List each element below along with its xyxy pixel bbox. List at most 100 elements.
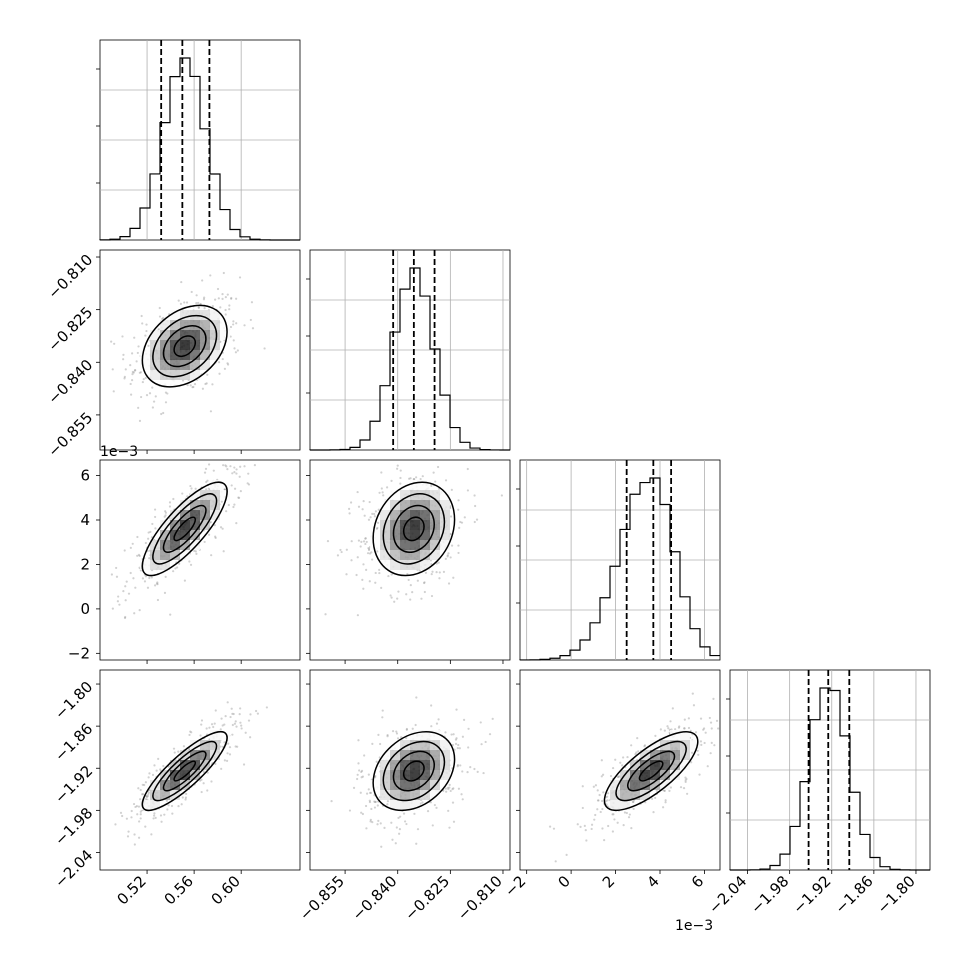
sample-point xyxy=(116,600,119,603)
density-cell xyxy=(430,520,440,530)
sample-point xyxy=(156,581,159,584)
sample-point xyxy=(217,297,220,300)
x-tick-label: −1.80 xyxy=(874,872,919,917)
sample-point xyxy=(600,775,603,778)
density-cell xyxy=(430,510,440,520)
density-cell xyxy=(430,770,440,780)
sample-point xyxy=(145,323,148,326)
sample-point xyxy=(473,520,476,524)
sample-point xyxy=(491,717,494,720)
sample-point xyxy=(168,501,172,504)
sample-point xyxy=(144,781,147,784)
density-cell xyxy=(630,790,640,800)
density-cell xyxy=(410,520,420,530)
sample-point xyxy=(360,540,363,543)
density-cell xyxy=(210,330,220,340)
sample-point xyxy=(247,472,250,475)
density-cell xyxy=(420,510,430,520)
sample-point xyxy=(374,800,377,803)
sample-point xyxy=(357,539,361,542)
sample-point xyxy=(135,360,138,363)
sample-point xyxy=(193,383,197,386)
sample-point xyxy=(145,394,149,397)
sample-point xyxy=(375,760,378,763)
density-cell xyxy=(190,750,200,760)
sample-point xyxy=(153,764,156,767)
sample-point xyxy=(381,709,384,712)
sample-point xyxy=(362,540,366,543)
sample-point xyxy=(663,789,666,792)
density-cell xyxy=(190,500,200,510)
sample-point xyxy=(368,500,371,504)
sample-point xyxy=(462,718,466,722)
density-cell xyxy=(370,530,380,540)
sample-point xyxy=(231,723,234,727)
sample-point xyxy=(686,792,689,795)
sample-point xyxy=(163,813,166,816)
density-cell xyxy=(210,740,220,750)
sample-point xyxy=(654,734,657,737)
sample-point xyxy=(600,799,604,803)
sample-point xyxy=(223,741,226,744)
density-cell xyxy=(440,750,450,760)
sample-point xyxy=(163,591,167,594)
sample-point xyxy=(133,336,136,339)
sample-point xyxy=(585,839,588,842)
sample-point xyxy=(643,744,647,747)
sample-point xyxy=(251,327,255,330)
sample-point xyxy=(145,795,148,798)
density-cell xyxy=(400,790,410,800)
sample-point xyxy=(368,791,372,794)
density-cell xyxy=(640,780,650,790)
y-tick-label: −0.855 xyxy=(44,409,96,461)
sample-point xyxy=(111,607,114,610)
sample-point xyxy=(225,465,228,468)
sample-point xyxy=(246,482,249,485)
density-cell xyxy=(410,790,420,800)
sample-point xyxy=(137,406,140,409)
sample-point xyxy=(394,842,397,845)
sample-point xyxy=(583,824,586,828)
density-cell xyxy=(210,350,220,360)
panel-2-2 xyxy=(516,459,721,661)
sample-point xyxy=(141,783,144,786)
sample-point xyxy=(611,813,614,816)
sample-point xyxy=(352,786,356,789)
sample-point xyxy=(423,581,426,584)
sample-point xyxy=(233,722,237,725)
contour-line xyxy=(382,740,446,802)
sample-point xyxy=(623,811,627,814)
sample-point xyxy=(225,510,228,513)
sample-point xyxy=(409,598,412,601)
sample-point xyxy=(166,392,169,395)
density-cell xyxy=(400,770,410,780)
density-cell xyxy=(420,750,430,760)
sample-point xyxy=(360,769,364,772)
sample-point xyxy=(678,725,681,728)
sample-point xyxy=(155,769,158,772)
sample-point xyxy=(411,591,414,594)
density-cell xyxy=(390,760,400,770)
density-cell xyxy=(630,760,640,770)
density-cell xyxy=(150,550,160,560)
density-cell xyxy=(170,310,180,320)
sample-point xyxy=(155,582,159,585)
sample-point xyxy=(217,361,221,364)
sample-point xyxy=(226,362,229,365)
sample-point xyxy=(452,820,456,823)
sample-point xyxy=(364,804,368,808)
sample-point xyxy=(239,490,242,493)
sample-point xyxy=(263,347,266,350)
sample-point xyxy=(381,491,384,494)
sample-point xyxy=(144,798,147,801)
sample-point xyxy=(367,518,371,521)
sample-point xyxy=(627,816,631,819)
sample-point xyxy=(131,370,134,374)
sample-point xyxy=(452,733,455,736)
x-tick-label: −2.04 xyxy=(705,872,750,917)
density-cell xyxy=(410,750,420,760)
sample-point xyxy=(632,807,635,810)
density-cell xyxy=(150,370,160,380)
sample-point xyxy=(210,780,213,783)
sample-point xyxy=(461,798,464,801)
